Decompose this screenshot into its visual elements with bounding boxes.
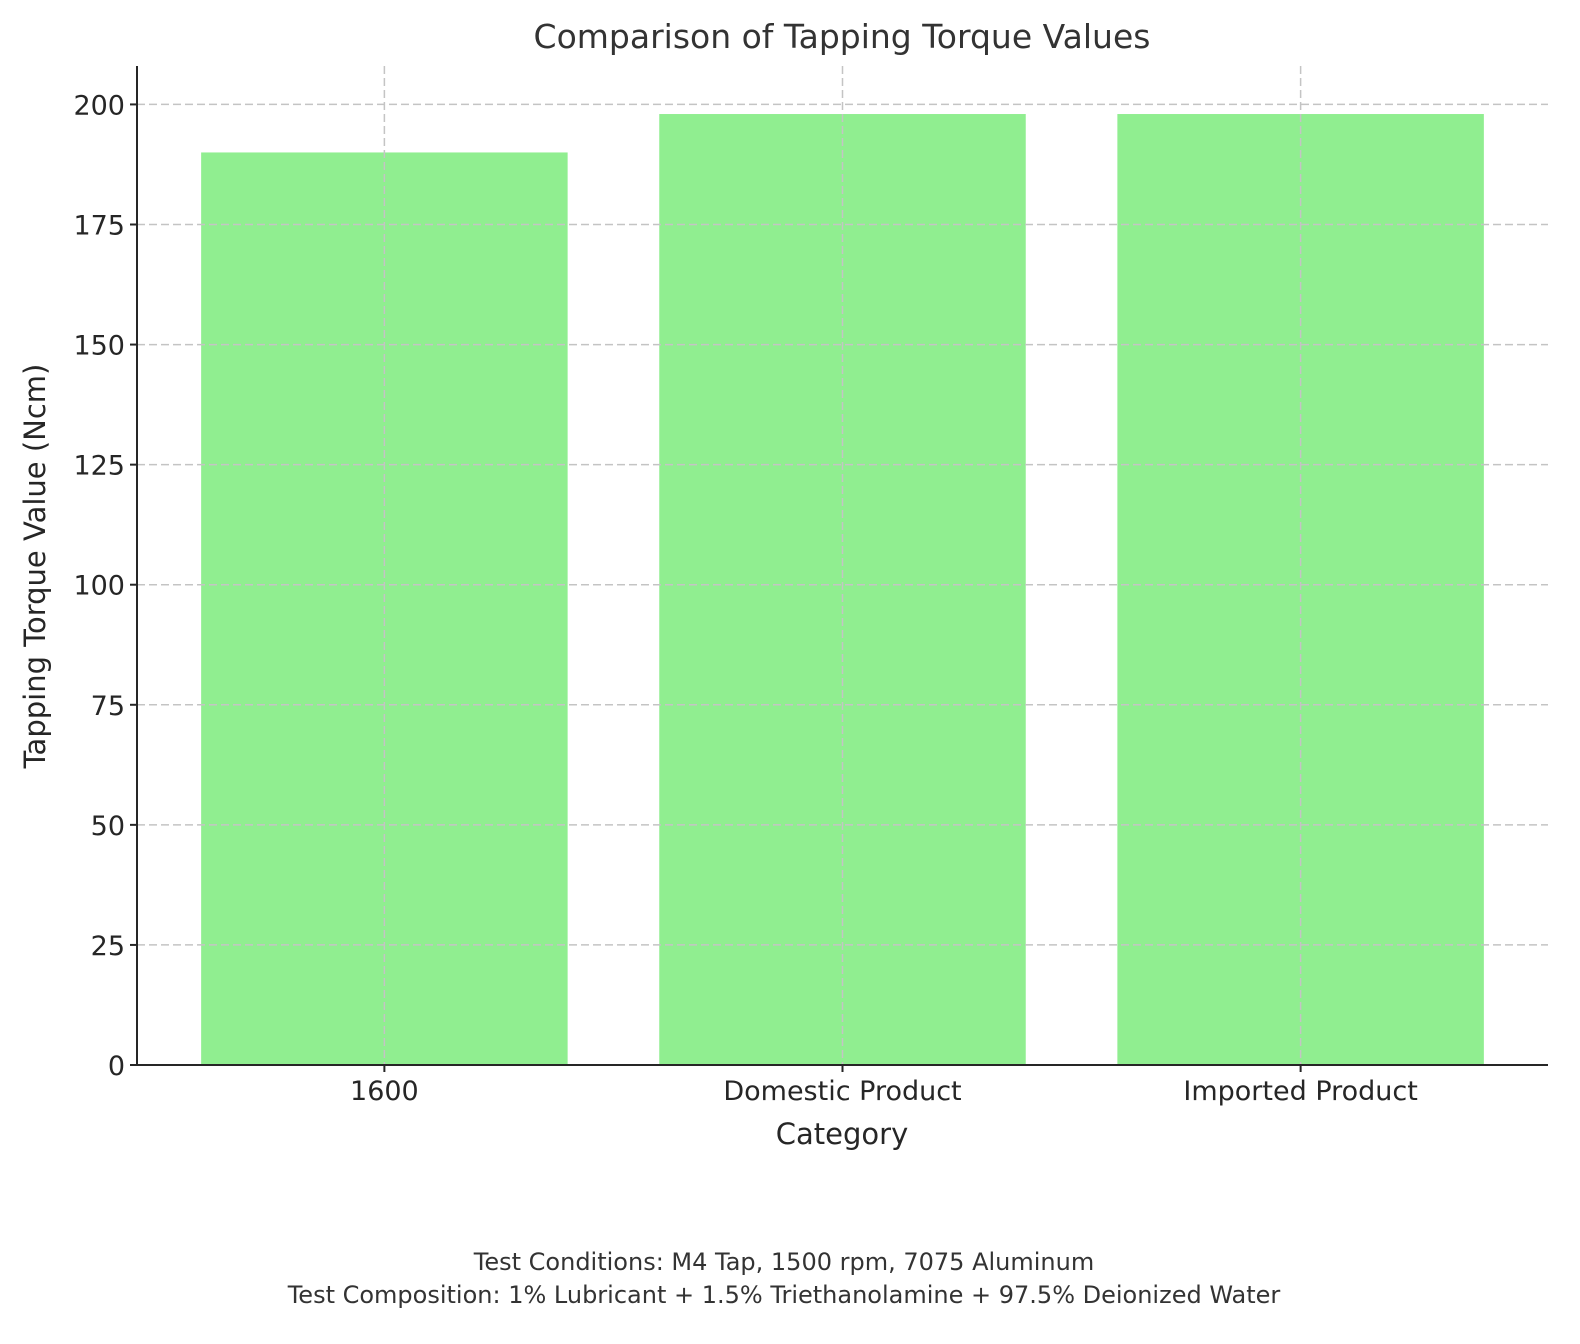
y-tick-label: 50 — [91, 811, 125, 842]
y-tick-label: 25 — [91, 931, 125, 962]
ticks: 0 25 50 75 100 125 150 175 200 1600 Domestic Produ… — [73, 90, 1417, 1107]
x-tick-label: Domestic Product — [723, 1076, 961, 1107]
y-tick-label: 0 — [108, 1051, 125, 1082]
footnote-composition: Test Composition: 1% Lubricant + 1.5% Tr… — [287, 1281, 1281, 1309]
y-tick-label: 75 — [91, 691, 125, 722]
chart-title: Comparison of Tapping Torque Values — [534, 17, 1151, 56]
x-axis-label: Category — [776, 1117, 908, 1151]
y-tick-label: 200 — [73, 90, 125, 121]
grid — [137, 66, 1548, 1065]
x-tick-label: 1600 — [350, 1076, 419, 1107]
y-tick-label: 125 — [73, 451, 125, 482]
y-tick-label: 100 — [73, 571, 125, 602]
footnote-conditions: Test Conditions: M4 Tap, 1500 rpm, 7075 … — [473, 1248, 1094, 1276]
y-axis-label: Tapping Torque Value (Ncm) — [18, 364, 52, 770]
x-tick-label: Imported Product — [1183, 1076, 1417, 1107]
y-tick-label: 175 — [73, 210, 125, 241]
y-tick-label: 150 — [73, 331, 125, 362]
